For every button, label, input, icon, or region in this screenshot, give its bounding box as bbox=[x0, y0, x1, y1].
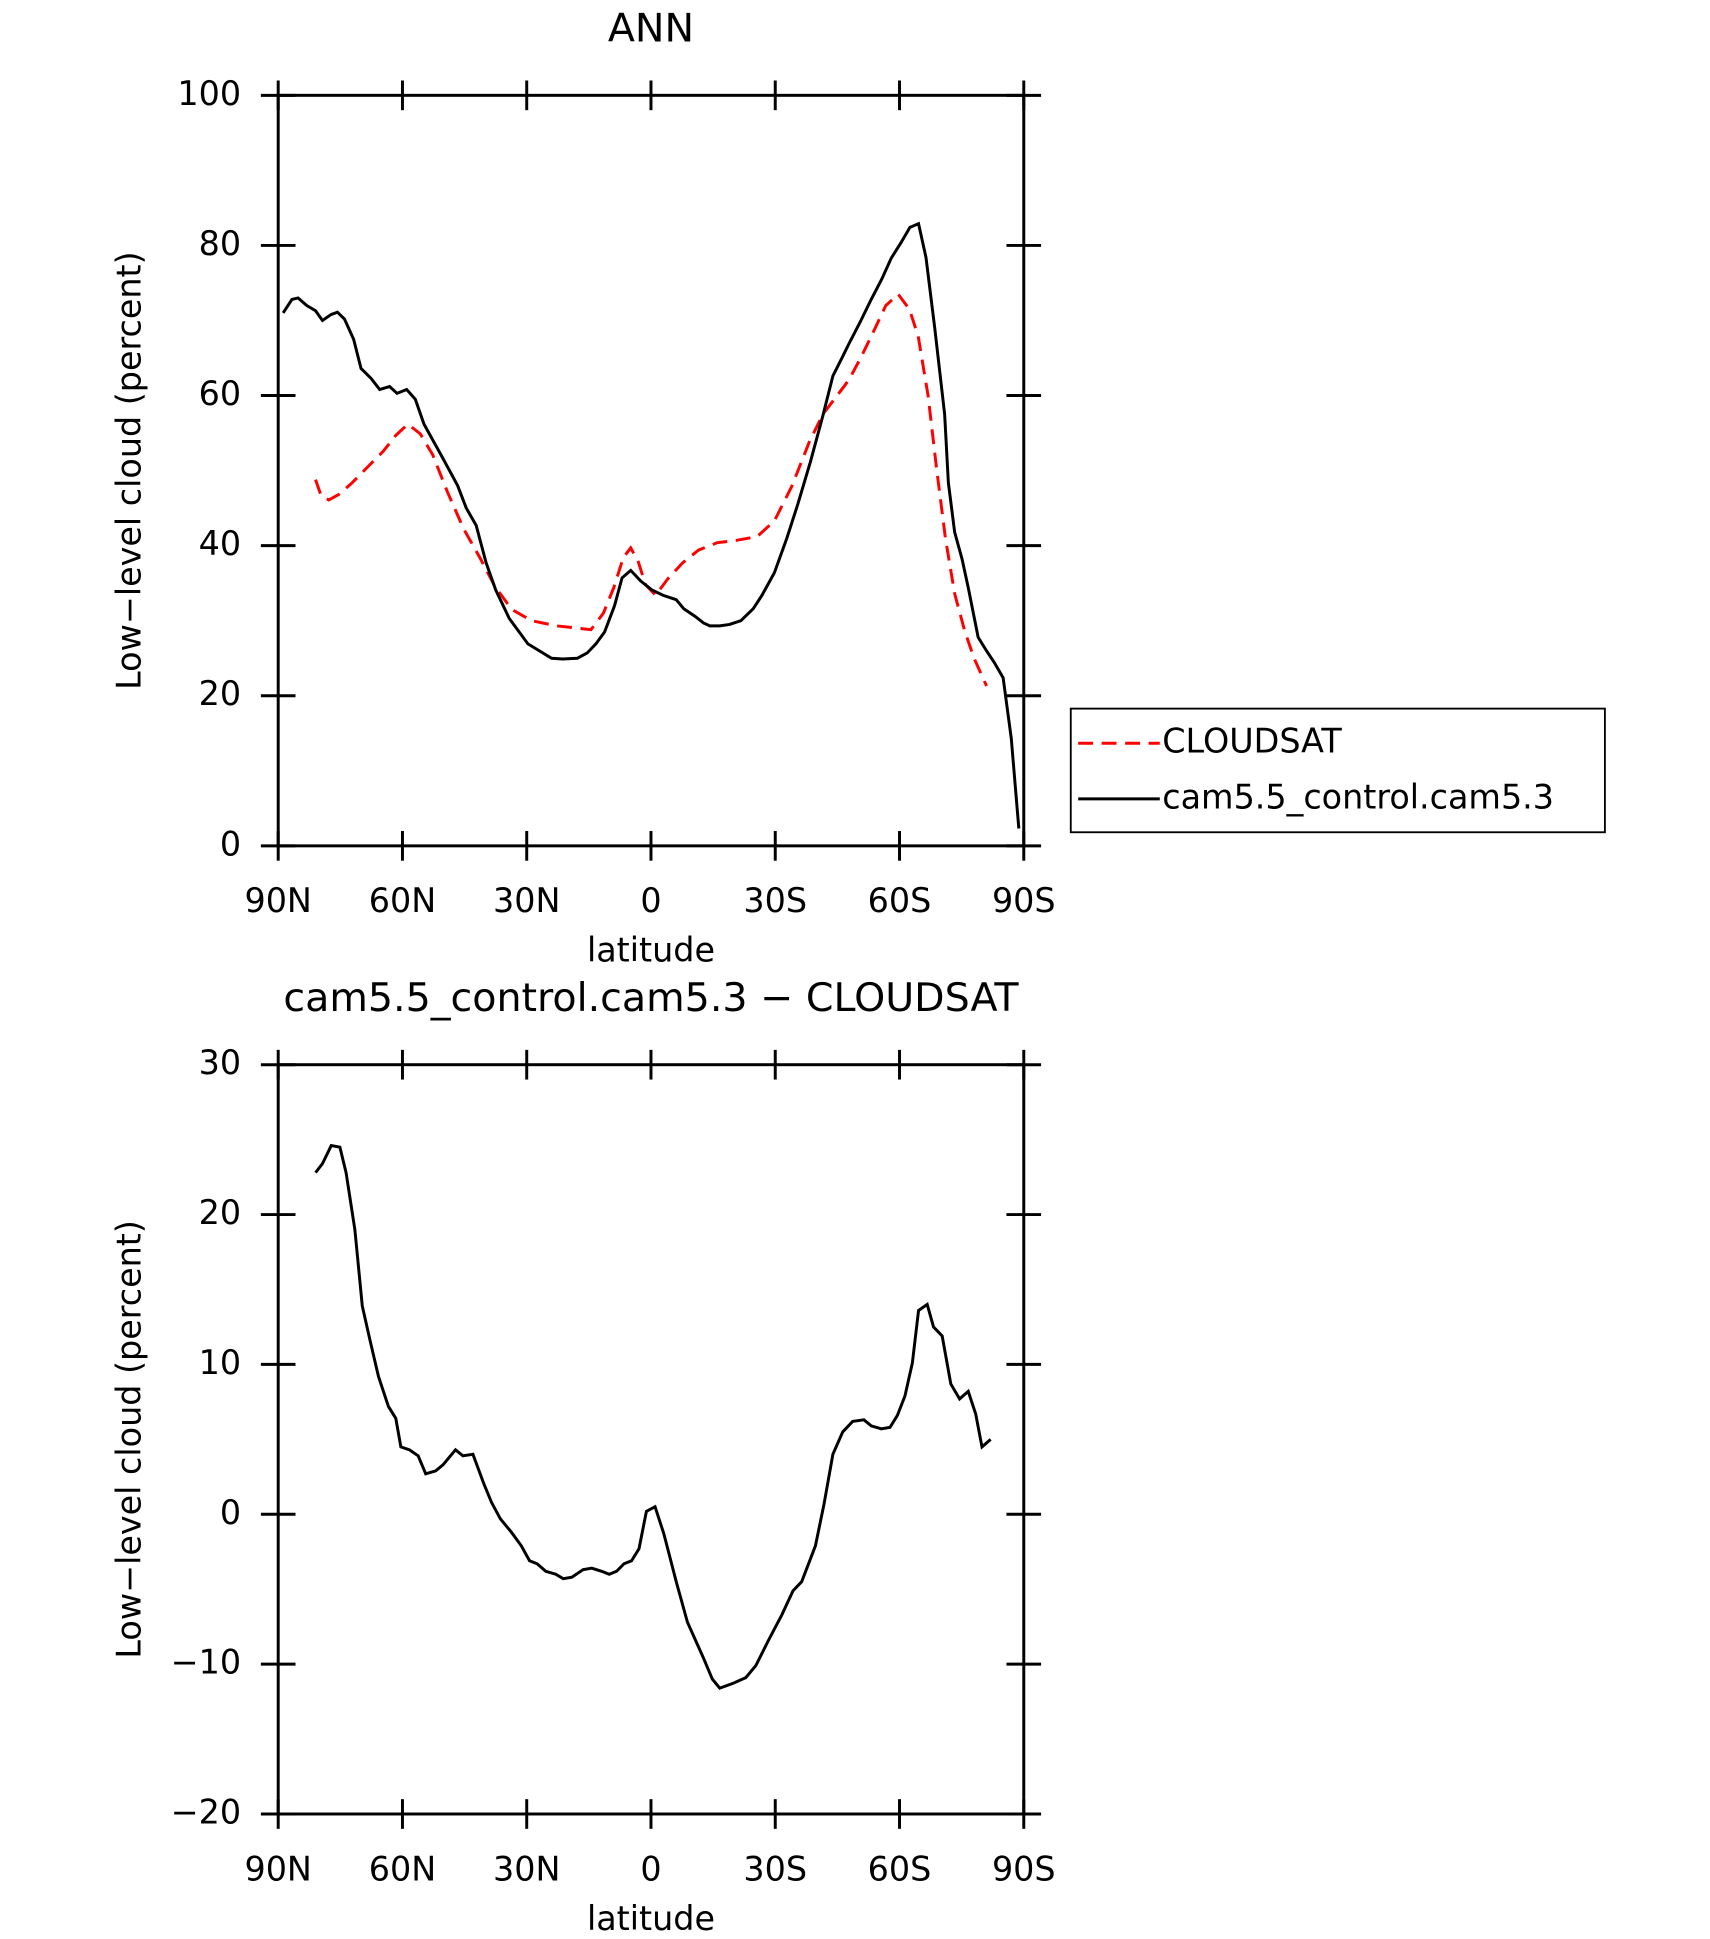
y-tick-label: 100 bbox=[177, 74, 241, 113]
legend-box bbox=[1069, 707, 1606, 834]
y-tick-label: 40 bbox=[199, 524, 241, 563]
y-tick-label: 60 bbox=[199, 374, 241, 413]
x-axis-label: latitude bbox=[587, 1899, 715, 1938]
y-axis-label: Low−level cloud (percent) bbox=[110, 251, 149, 690]
legend-label: CLOUDSAT bbox=[1162, 722, 1342, 761]
x-tick-label: 30N bbox=[493, 881, 560, 920]
x-tick-label: 60S bbox=[868, 881, 932, 920]
plot-frame bbox=[276, 93, 1026, 848]
y-tick-label: 30 bbox=[199, 1043, 241, 1082]
y-tick-label: 10 bbox=[199, 1343, 241, 1382]
y-axis-label: Low−level cloud (percent) bbox=[110, 1220, 149, 1659]
x-axis-label: latitude bbox=[587, 931, 715, 970]
y-tick-label: 0 bbox=[220, 824, 241, 863]
y-tick-label: −20 bbox=[171, 1792, 241, 1831]
plot-frame bbox=[276, 1063, 1026, 1816]
x-tick-label: 60N bbox=[369, 881, 436, 920]
legend-label: cam5.5_control.cam5.3 bbox=[1162, 777, 1554, 816]
y-tick-label: 0 bbox=[220, 1493, 241, 1532]
y-tick-label: 20 bbox=[199, 674, 241, 713]
y-tick-label: −10 bbox=[171, 1643, 241, 1682]
x-tick-label: 60S bbox=[868, 1849, 932, 1888]
y-tick-label: 80 bbox=[199, 224, 241, 263]
y-tick-label: 20 bbox=[199, 1193, 241, 1232]
x-tick-label: 90N bbox=[244, 1849, 311, 1888]
data-line bbox=[314, 292, 988, 687]
x-tick-label: 30S bbox=[743, 1849, 807, 1888]
x-tick-label: 90S bbox=[992, 881, 1056, 920]
chart-title: cam5.5_control.cam5.3 − CLOUDSAT bbox=[283, 975, 1019, 1021]
chart-title: ANN bbox=[608, 6, 694, 52]
x-tick-label: 0 bbox=[640, 1849, 661, 1888]
x-tick-label: 60N bbox=[369, 1849, 436, 1888]
x-tick-label: 90S bbox=[992, 1849, 1056, 1888]
x-tick-label: 90N bbox=[244, 881, 311, 920]
x-tick-label: 30N bbox=[493, 1849, 560, 1888]
data-line bbox=[281, 221, 1021, 829]
x-tick-label: 30S bbox=[743, 881, 807, 920]
x-tick-label: 0 bbox=[640, 881, 661, 920]
data-line bbox=[314, 1143, 992, 1690]
